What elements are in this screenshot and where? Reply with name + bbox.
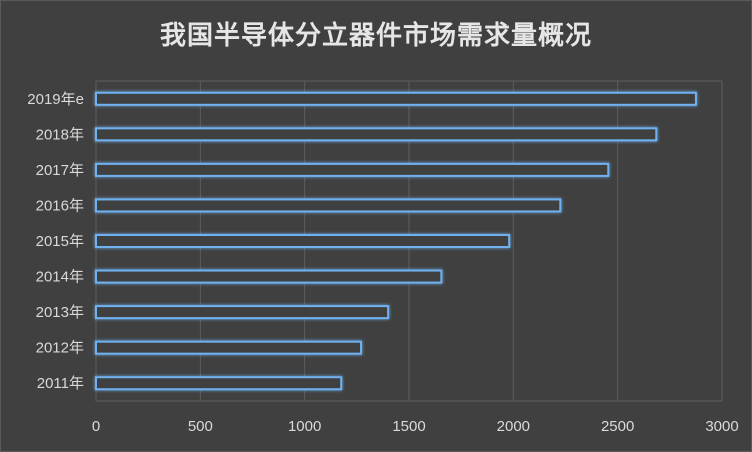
y-tick-label: 2012年 bbox=[36, 340, 84, 357]
chart-title: 我国半导体分立器件市场需求量概况 bbox=[159, 21, 592, 51]
y-tick-label: 2011年 bbox=[37, 375, 84, 392]
x-tick-label: 2000 bbox=[497, 418, 530, 435]
x-tick-label: 1500 bbox=[392, 418, 425, 435]
bar bbox=[95, 127, 658, 142]
y-tick-label: 2014年 bbox=[36, 269, 84, 286]
y-tick-label: 2016年 bbox=[36, 197, 84, 214]
x-tick-label: 2500 bbox=[601, 418, 634, 435]
bar bbox=[95, 340, 363, 355]
y-tick-label: 2013年 bbox=[36, 304, 84, 321]
x-tick-label: 0 bbox=[92, 418, 100, 435]
bar bbox=[95, 376, 343, 391]
bar bbox=[95, 269, 443, 284]
bar bbox=[95, 198, 562, 213]
y-tick-label: 2018年 bbox=[36, 126, 84, 143]
bar bbox=[95, 162, 610, 177]
x-tick-label: 1000 bbox=[288, 418, 321, 435]
y-tick-label: 2017年 bbox=[36, 162, 84, 179]
x-tick-label: 500 bbox=[188, 418, 213, 435]
y-tick-label: 2015年 bbox=[36, 233, 84, 250]
y-tick-label: 2019年e bbox=[27, 91, 84, 108]
bar bbox=[95, 234, 511, 248]
bar bbox=[95, 91, 697, 106]
x-tick-label: 3000 bbox=[705, 418, 738, 435]
bar bbox=[95, 305, 390, 320]
